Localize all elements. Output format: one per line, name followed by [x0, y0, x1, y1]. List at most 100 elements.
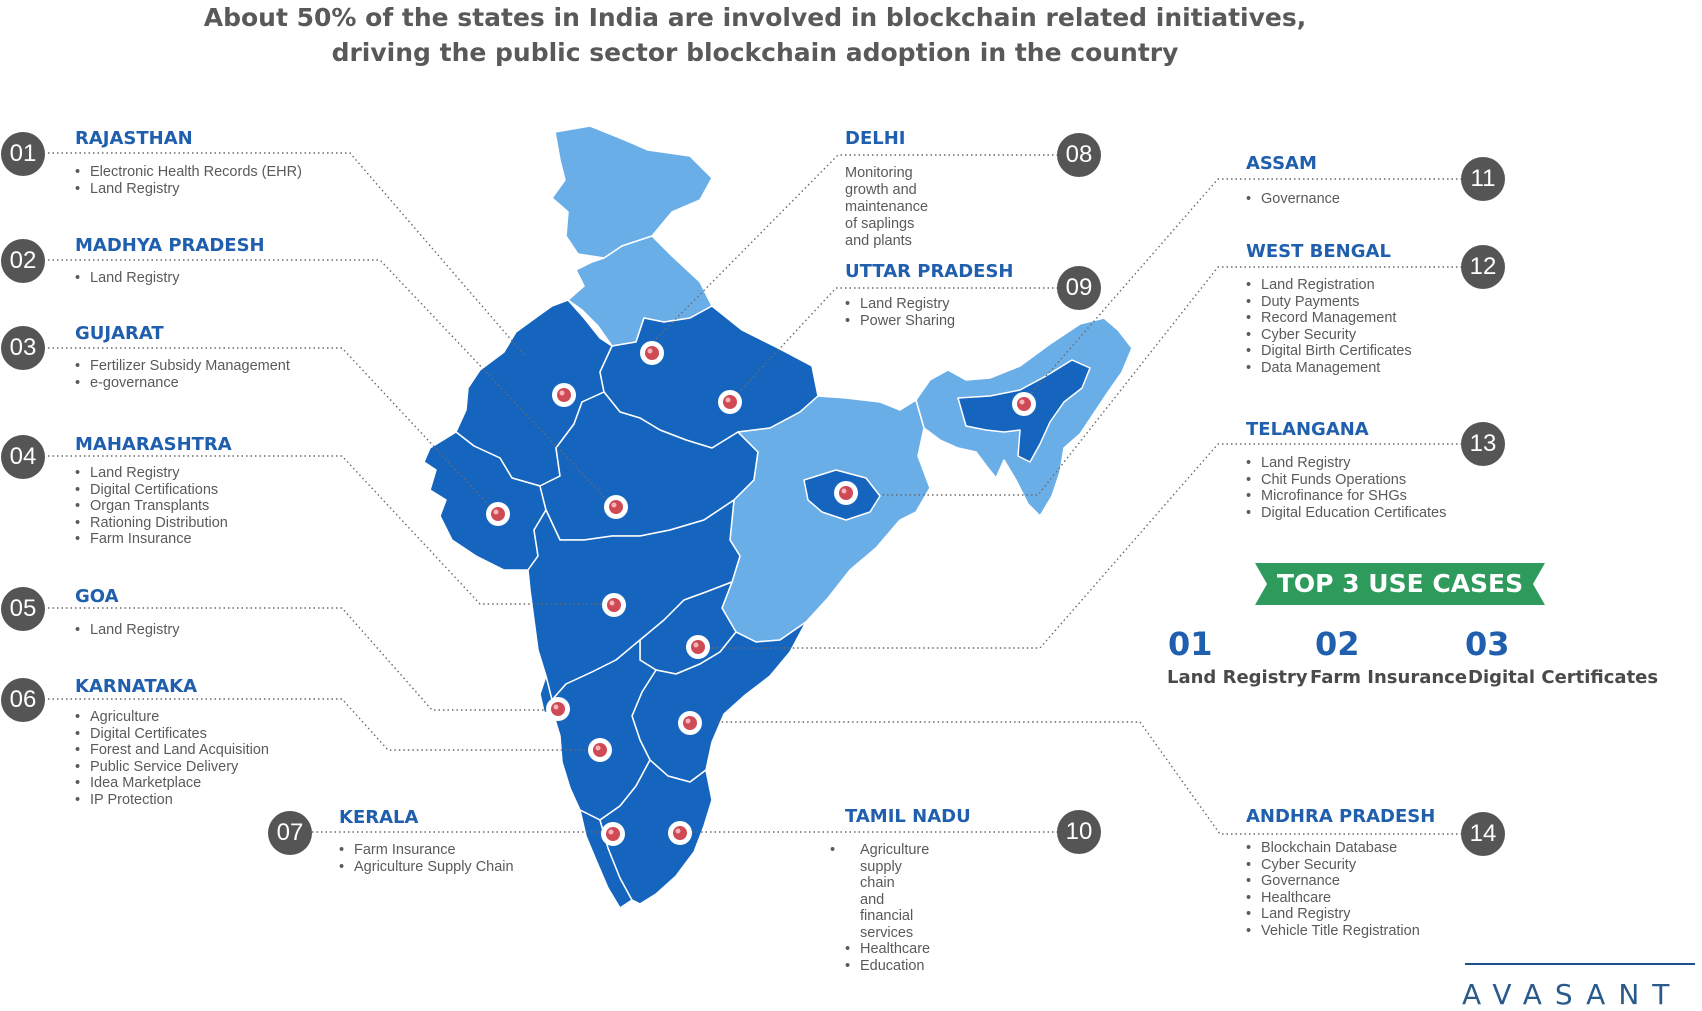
- use-case-item: Cyber Security: [1246, 327, 1412, 344]
- map-pin-ap: [678, 711, 702, 735]
- use-case-item: Land Registry: [1246, 906, 1420, 923]
- use-case-item: Blockchain Database: [1246, 840, 1420, 857]
- use-case-item: Rationing Distribution: [75, 515, 228, 532]
- number-badge: 03: [1, 326, 45, 370]
- map-pin-telangana: [686, 635, 710, 659]
- leader-line-09: [729, 287, 1058, 403]
- number-badge: 14: [1461, 812, 1505, 856]
- use-case-item: Farm Insurance: [75, 531, 228, 548]
- use-case-item: Chit Funds Operations: [1246, 472, 1446, 489]
- map-pin-tamilnadu: [668, 821, 692, 845]
- use-case-list: Land Registry: [75, 270, 179, 287]
- use-case-item: Education: [845, 958, 930, 975]
- use-case-item: Power Sharing: [845, 313, 955, 330]
- number-badge: 09: [1057, 266, 1101, 310]
- use-case-item: Electronic Health Records (EHR): [75, 164, 302, 181]
- use-case-item: Data Management: [1246, 360, 1412, 377]
- use-case-list: Land Registry Digital Certifications Org…: [75, 465, 228, 548]
- map-pin-delhi: [640, 341, 664, 365]
- use-case-item: Digital Education Certificates: [1246, 505, 1446, 522]
- map-pin-assam: [1012, 392, 1036, 416]
- map-region-tamilnadu: [599, 759, 713, 905]
- banner-ribbon: [1255, 563, 1545, 605]
- top-use-case-number-3: 03: [1465, 625, 1510, 663]
- state-name: MADHYA PRADESH: [75, 235, 265, 256]
- leader-line-08: [651, 154, 1058, 344]
- leader-line-12: [880, 266, 1462, 496]
- number-badge: 12: [1461, 245, 1505, 289]
- use-case-item: Land Registry: [75, 270, 179, 287]
- number-badge: 13: [1461, 422, 1505, 466]
- top-use-case-number-2: 02: [1315, 625, 1360, 663]
- leader-line-03: [48, 347, 497, 514]
- use-case-item: Organ Transplants: [75, 498, 228, 515]
- title-line-1: About 50% of the states in India are inv…: [203, 3, 1307, 32]
- map-pin-westbengal: [834, 481, 858, 505]
- use-case-item: Healthcare: [1246, 890, 1420, 907]
- map-pin-kerala: [601, 822, 625, 846]
- map-region-karnataka: [551, 639, 657, 821]
- state-name: WEST BENGAL: [1246, 241, 1391, 262]
- banner-title: TOP 3 USE CASES: [1276, 569, 1524, 598]
- state-name: RAJASTHAN: [75, 128, 193, 149]
- number-badge: 05: [1, 587, 45, 631]
- use-case-description: Monitoring growth and maintenance of sap…: [845, 165, 929, 249]
- use-case-item: Microfinance for SHGs: [1246, 488, 1446, 505]
- use-case-item: Digital Certificates: [75, 726, 269, 743]
- use-case-list: Land Registry Power Sharing: [845, 296, 955, 329]
- state-name: GUJARAT: [75, 323, 164, 344]
- top-use-case-label-1: Land Registry: [1167, 667, 1308, 688]
- use-case-item: Record Management: [1246, 310, 1412, 327]
- number-badge: 11: [1461, 157, 1505, 201]
- state-name: DELHI: [845, 128, 906, 149]
- use-case-item: Fertilizer Subsidy Management: [75, 358, 290, 375]
- number-badge: 07: [268, 811, 312, 855]
- state-name: UTTAR PRADESH: [845, 261, 1014, 282]
- use-case-list: Fertilizer Subsidy Management e-governan…: [75, 358, 290, 391]
- number-badge: 04: [1, 435, 45, 479]
- map-pin-up: [718, 390, 742, 414]
- number-badge: 01: [1, 132, 45, 176]
- use-case-list: Blockchain Database Cyber Security Gover…: [1246, 840, 1420, 939]
- use-case-item: Land Registry: [845, 296, 955, 313]
- use-case-item: Land Registry: [75, 622, 179, 639]
- number-badge: 08: [1057, 133, 1101, 177]
- number-badge: 02: [1, 239, 45, 283]
- use-case-item: Land Registry: [75, 465, 228, 482]
- state-name: KERALA: [339, 807, 419, 828]
- number-badge: 10: [1057, 810, 1101, 854]
- map-pins: [486, 341, 1036, 846]
- use-case-item: Farm Insurance: [339, 842, 514, 859]
- leader-line-13: [696, 443, 1462, 649]
- top-use-case-label-2: Farm Insurance: [1310, 667, 1468, 688]
- map-pin-karnataka: [588, 738, 612, 762]
- state-name: TELANGANA: [1246, 419, 1369, 440]
- page-title: About 50% of the states in India are inv…: [0, 0, 1510, 70]
- top-use-case-label-3: Digital Certificates: [1468, 667, 1659, 688]
- use-case-item: Agriculture Supply Chain: [339, 859, 514, 876]
- top-use-cases-banner: TOP 3 USE CASES: [1255, 563, 1545, 605]
- use-case-item: Healthcare: [845, 941, 930, 958]
- state-name: KARNATAKA: [75, 676, 198, 697]
- top-use-case-number-1: 01: [1168, 625, 1213, 663]
- use-case-item: Governance: [1246, 191, 1340, 208]
- use-case-item: Land Registry: [75, 181, 302, 198]
- use-case-list: Land Registry Chit Funds Operations Micr…: [1246, 455, 1446, 521]
- logo-rule: [1465, 963, 1695, 965]
- use-case-list: Electronic Health Records (EHR) Land Reg…: [75, 164, 302, 197]
- use-case-item: Duty Payments: [1246, 294, 1412, 311]
- avasant-logo: AVASANT: [1462, 978, 1683, 1011]
- use-case-item: Forest and Land Acquisition: [75, 742, 269, 759]
- map-region-gujarat: [423, 431, 547, 571]
- use-case-item: Vehicle Title Registration: [1246, 923, 1420, 940]
- use-case-item: IP Protection: [75, 792, 269, 809]
- use-case-list: Agriculture Digital Certificates Forest …: [75, 709, 269, 808]
- state-name: ASSAM: [1246, 153, 1317, 174]
- title-line-2: driving the public sector blockchain ado…: [331, 38, 1179, 67]
- map-pin-goa: [546, 697, 570, 721]
- leader-line-11: [1019, 178, 1462, 407]
- use-case-item: Digital Birth Certificates: [1246, 343, 1412, 360]
- state-name: TAMIL NADU: [845, 806, 971, 827]
- leader-line-01: [48, 152, 527, 358]
